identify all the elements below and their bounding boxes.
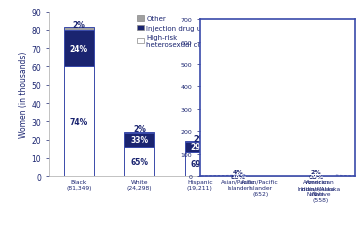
Text: 2%: 2% bbox=[133, 125, 146, 134]
Text: 68%: 68% bbox=[308, 174, 324, 179]
Bar bbox=[64, 31, 94, 67]
Bar bbox=[185, 142, 215, 152]
Text: 29%: 29% bbox=[191, 143, 209, 152]
Bar bbox=[64, 67, 94, 176]
Bar bbox=[245, 175, 275, 176]
Bar bbox=[185, 141, 215, 142]
Text: 2%: 2% bbox=[193, 134, 206, 143]
Text: 16%: 16% bbox=[231, 174, 246, 179]
Text: 65%: 65% bbox=[130, 158, 148, 167]
Legend: Other, Injection drug use, High-risk
heterosexual contact: Other, Injection drug use, High-risk het… bbox=[137, 16, 220, 48]
Bar bbox=[124, 133, 154, 148]
Bar bbox=[64, 28, 94, 31]
Text: 4%: 4% bbox=[233, 170, 244, 175]
Text: 69%: 69% bbox=[191, 160, 209, 169]
Text: 80%: 80% bbox=[231, 174, 246, 179]
Text: 2%: 2% bbox=[311, 170, 321, 175]
Bar bbox=[124, 132, 154, 133]
Bar bbox=[185, 152, 215, 176]
Y-axis label: Women (in thousands): Women (in thousands) bbox=[19, 51, 28, 138]
Bar bbox=[306, 175, 336, 176]
Text: 74%: 74% bbox=[70, 117, 88, 126]
Text: 24%: 24% bbox=[70, 45, 88, 54]
Bar bbox=[124, 148, 154, 176]
Text: 2%: 2% bbox=[72, 21, 85, 30]
Text: 33%: 33% bbox=[130, 136, 148, 145]
Text: 29%: 29% bbox=[308, 174, 324, 179]
